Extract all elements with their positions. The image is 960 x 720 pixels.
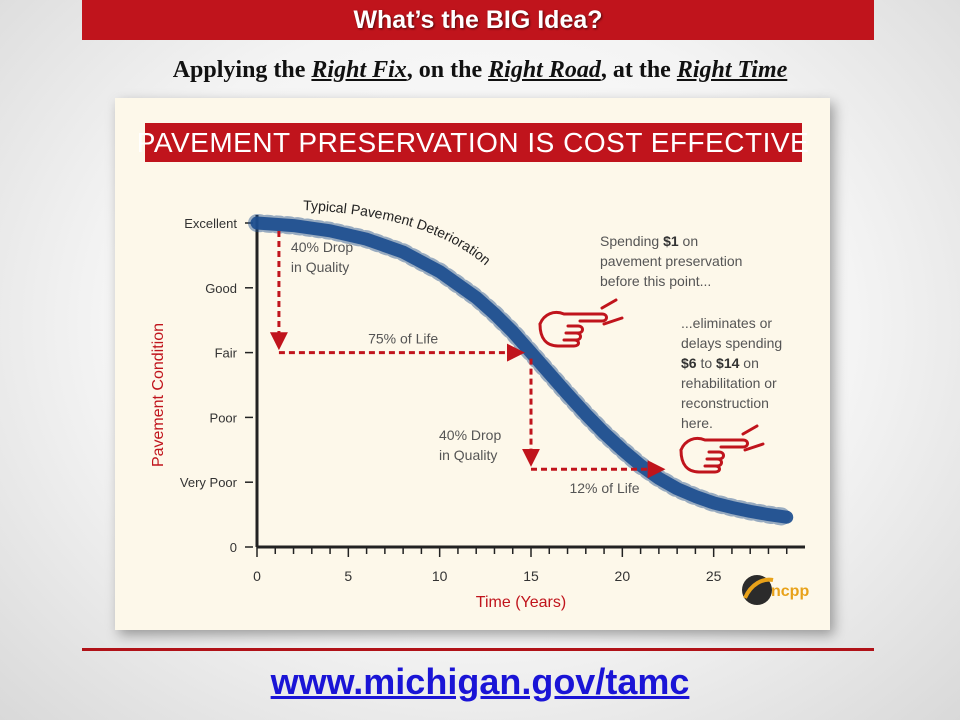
pointing-hand-icon-1-cuff [600, 298, 624, 326]
callout2-line: delays spending [681, 335, 782, 351]
callout1: Spending $1 on pavement preservation befor… [600, 233, 742, 289]
callout1-text: pavement preservation [600, 253, 742, 269]
drop2-label: 40% Drop in Quality [439, 427, 501, 463]
x-tick-label: 5 [344, 568, 352, 584]
pointing-hand-icon-1 [538, 298, 624, 348]
subtitle-right-fix: Right Fix [311, 57, 407, 83]
y-tick-label: Fair [215, 346, 238, 361]
callout1-text: Spending [600, 233, 663, 249]
callout2-line: reconstruction [681, 395, 769, 411]
pointing-hand-icon-2 [679, 424, 765, 474]
callout2-line: ...eliminates or [681, 315, 772, 331]
chart-title-bar [145, 123, 802, 162]
drop2-label-text: 40% Drop [439, 427, 501, 443]
subtitle: Applying the Right Fix, on the Right Roa… [0, 55, 960, 85]
callout1-text: before this point... [600, 273, 711, 289]
drop1-label-line: in Quality [291, 259, 349, 275]
y-tick-label: Poor [210, 410, 238, 425]
callout2-line: here. [681, 415, 713, 431]
ncpp-logo-text: ncpp [771, 583, 809, 600]
drop1-label: 40% Drop in Quality [291, 239, 353, 275]
pointing-hand-icon-1-knuckles [538, 322, 584, 348]
ncpp-logo-mark [742, 575, 772, 605]
footer-url: www.michigan.gov/tamc [0, 660, 960, 704]
callout1-line: before this point... [600, 273, 711, 289]
subtitle-right-road: Right Road [488, 57, 601, 83]
subtitle-right-time: Right Time [676, 57, 788, 83]
callout2-line: $6 to $14 on [681, 355, 759, 371]
y-tick-label: Good [205, 281, 237, 296]
x-axis-label: Time (Years) [476, 594, 566, 611]
drop2-label-line: in Quality [439, 447, 497, 463]
y-tick-label: Excellent [184, 216, 237, 231]
title-banner: What’s the BIG Idea? [82, 0, 874, 40]
pointing-hand-icon-2-finger [679, 436, 749, 452]
x-tick-label: 0 [253, 568, 261, 584]
ncpp-logo: ncpp [742, 575, 809, 605]
callout2-text: reconstruction [681, 395, 769, 411]
x-tick-label: 15 [523, 568, 539, 584]
chart-card: PAVEMENT PRESERVATION IS COST EFFECTIVE … [115, 98, 830, 630]
callout1-line: pavement preservation [600, 253, 742, 269]
michigan-tamc-link[interactable]: www.michigan.gov/tamc [270, 661, 690, 702]
chart-title: PAVEMENT PRESERVATION IS COST EFFECTIVE [137, 127, 809, 158]
callout1-text: $1 [663, 233, 679, 249]
x-tick-label: 10 [432, 568, 448, 584]
callout2-text: delays spending [681, 335, 782, 351]
callout2: ...eliminates or delays spending $6 to $14… [681, 315, 782, 431]
life1-label: 75% of Life [368, 331, 438, 347]
drop1-label-text: 40% Drop [291, 239, 353, 255]
x-tick-label: 25 [706, 568, 722, 584]
subtitle-part-2: , on the [406, 57, 489, 83]
deterioration-curve [250, 216, 794, 524]
pointing-hand-icon-2-knuckles [679, 448, 725, 474]
subtitle-part-1: Applying the [172, 57, 312, 83]
callout1-line: Spending $1 on [600, 233, 698, 249]
x-tick-label: 20 [615, 568, 631, 584]
drop2-label-text: in Quality [439, 447, 497, 463]
callout2-text: to [697, 355, 716, 371]
drop2-label-line: 40% Drop [439, 427, 501, 443]
callout2-text: on [739, 355, 758, 371]
pointing-hand-icon-1-finger [538, 310, 608, 326]
subtitle-part-3: , at the [600, 57, 677, 83]
y-tick-label: Very Poor [180, 475, 238, 490]
callout2-line: rehabilitation or [681, 375, 777, 391]
callout2-text: $6 [681, 355, 697, 371]
y-tick-label: 0 [230, 540, 237, 555]
footer-divider [82, 648, 874, 651]
callout2-text: rehabilitation or [681, 375, 777, 391]
ncpp-logo-swoosh [743, 577, 774, 599]
drop1-label-line: 40% Drop [291, 239, 353, 255]
y-axis-label: Pavement Condition [150, 323, 167, 467]
callout2-text: ...eliminates or [681, 315, 772, 331]
pointing-hand-icon-2-cuff [741, 424, 765, 452]
pavement-chart: PAVEMENT PRESERVATION IS COST EFFECTIVE … [137, 123, 809, 611]
life2-label: 12% of Life [569, 480, 639, 496]
deterioration-curve-texture [248, 214, 796, 527]
callout2-text: here. [681, 415, 713, 431]
callout2-text: $14 [716, 355, 740, 371]
callout1-text: on [679, 233, 698, 249]
drop1-label-text: in Quality [291, 259, 349, 275]
